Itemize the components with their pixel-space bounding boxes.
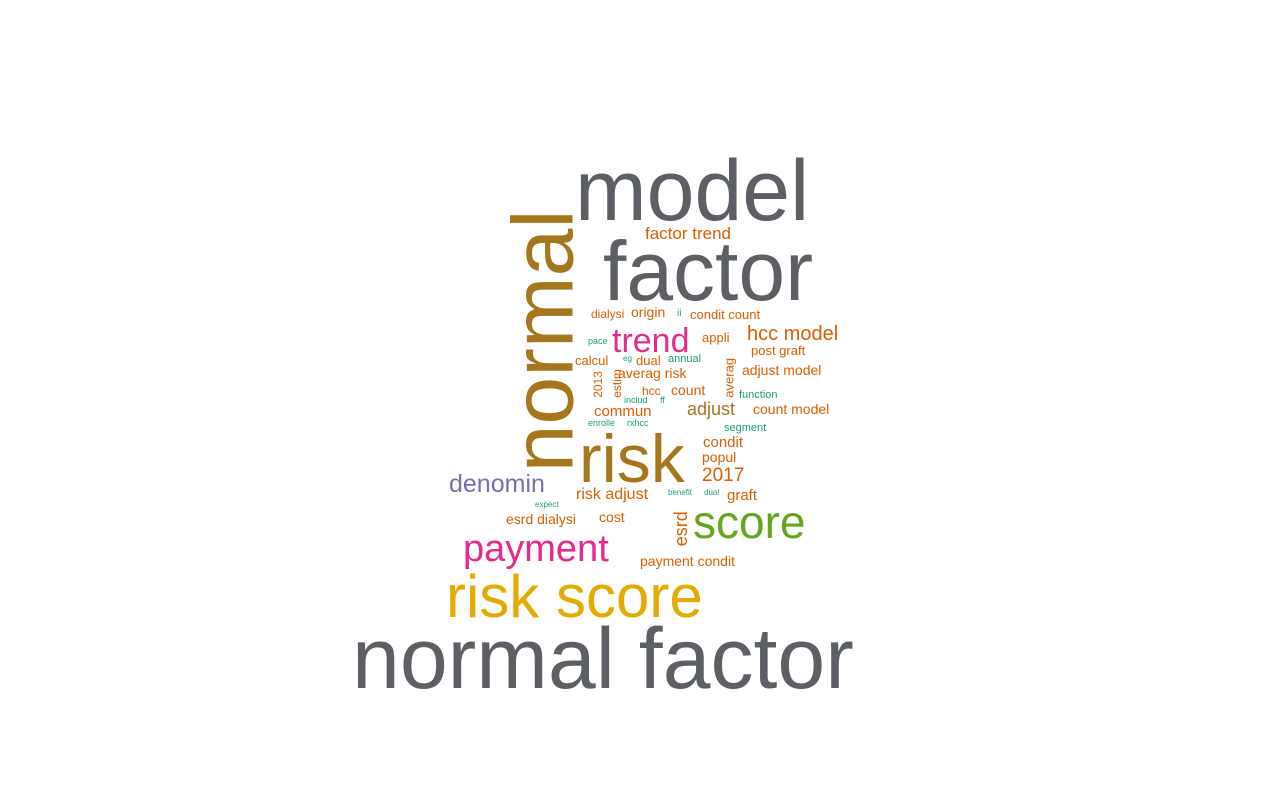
word-ff-32: ff bbox=[660, 394, 665, 405]
word-condit-count-12: condit count bbox=[690, 307, 761, 323]
word-risk-4: risk bbox=[579, 420, 685, 497]
word-graft-45: graft bbox=[727, 486, 758, 504]
word-esrd-dialysi-48: esrd dialysi bbox=[506, 511, 577, 528]
word-calcul-19: calcul bbox=[575, 353, 609, 369]
word-annual-22: annual bbox=[668, 353, 702, 366]
word-hcc-28: hcc bbox=[642, 384, 661, 399]
word-origin-13: origin bbox=[631, 304, 666, 321]
word-eg-20: eg bbox=[623, 353, 632, 363]
word-benefit-43: benefit bbox=[668, 487, 693, 497]
word-ii-15: ii bbox=[677, 308, 682, 319]
word-dialysi-14: dialysi bbox=[591, 307, 625, 322]
word-includ-31: includ bbox=[624, 394, 648, 405]
word-factor-trend-10: factor trend bbox=[645, 223, 731, 243]
word-averag-23: averag bbox=[721, 358, 737, 398]
word-appli-16: appli bbox=[702, 330, 730, 346]
word-condit-39: condit bbox=[703, 433, 744, 451]
word-hcc-model-11: hcc model bbox=[747, 323, 839, 345]
word-factor-1: factor bbox=[603, 224, 814, 319]
word-averag-risk-27: averag risk bbox=[618, 365, 687, 382]
word-payment-7: payment bbox=[463, 527, 609, 570]
word-rxhcc-37: rxhcc bbox=[627, 417, 649, 428]
word-normal-factor-2: normal factor bbox=[352, 610, 854, 707]
word-cost-49: cost bbox=[599, 509, 625, 526]
word-adjust-model-24: adjust model bbox=[742, 362, 822, 379]
word-segment-38: segment bbox=[724, 422, 767, 435]
word-post-graft-17: post graft bbox=[751, 343, 806, 359]
word-normal-3: normal bbox=[495, 209, 592, 472]
word-count-29: count bbox=[671, 382, 706, 399]
word-payment-condit-50: payment condit bbox=[640, 553, 735, 570]
word-commun-33: commun bbox=[594, 402, 652, 420]
word-risk-adjust-42: risk adjust bbox=[576, 485, 649, 503]
word-score-6: score bbox=[693, 495, 806, 548]
word-dual-44: dual bbox=[704, 487, 720, 497]
word-function-30: function bbox=[739, 389, 778, 402]
word-pace-18: pace bbox=[588, 335, 608, 346]
word-dual-21: dual bbox=[636, 353, 661, 369]
word-denomin-9: denomin bbox=[449, 469, 545, 498]
word-trend-8: trend bbox=[612, 322, 690, 361]
word-esrd-47: esrd bbox=[670, 510, 691, 546]
word-model-0: model bbox=[575, 142, 810, 239]
word-risk-score-5: risk score bbox=[446, 563, 703, 630]
word-count-model-35: count model bbox=[753, 401, 830, 418]
word-adjust-34: adjust bbox=[687, 398, 736, 419]
word-2013-25: 2013 bbox=[591, 371, 606, 398]
word-expect-46: expect bbox=[535, 499, 559, 509]
word-popul-40: popul bbox=[702, 449, 737, 466]
word-2017-41: 2017 bbox=[702, 464, 745, 486]
word-enrolle-36: enrolle bbox=[588, 417, 616, 428]
